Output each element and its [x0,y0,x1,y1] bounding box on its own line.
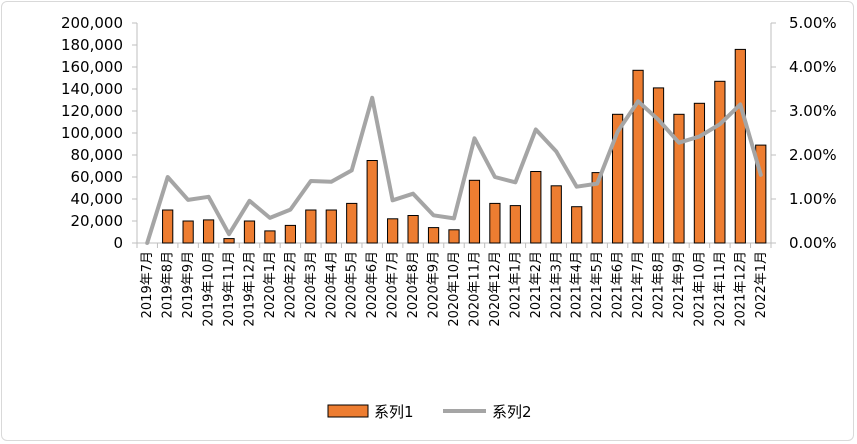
y-right-tick-label: 1.00% [789,190,837,208]
x-tick-label: 2021年5月 [590,251,605,318]
y-right-tick-label: 0.00% [789,234,837,252]
line-series2 [145,95,763,245]
bar-series1 [182,220,194,244]
x-tick-label: 2021年10月 [692,251,707,327]
legend-label-series1: 系列1 [374,403,414,421]
x-tick-label: 2022年1月 [754,251,769,318]
y-right-tick-label: 2.00% [789,146,837,164]
legend-swatch-series1 [327,404,369,418]
bar-series1 [223,238,235,244]
y-left-tick-label: 60,000 [71,168,124,186]
bar-series1 [652,87,665,244]
bar-series1 [448,229,460,244]
x-tick-label: 2020年6月 [365,251,380,318]
x-tick-label: 2020年10月 [447,251,462,327]
x-tick-label: 2021年8月 [652,251,667,318]
bar-series1 [366,160,378,244]
x-tick-label: 2021年11月 [713,251,728,327]
bar-series1 [632,69,644,244]
y-left-tick-label: 100,000 [61,124,123,142]
bar-series1 [509,205,521,244]
bar-series1 [243,220,256,244]
bar-series1 [571,206,583,244]
bar-series1 [550,185,562,244]
bar-series1 [755,144,767,244]
x-tick-label: 2020年4月 [324,251,339,318]
x-tick-label: 2020年8月 [406,251,421,318]
bar-series1 [305,209,317,244]
bar-series1 [325,209,337,244]
x-tick-label: 2021年9月 [672,251,687,318]
y-left-tick-label: 120,000 [61,102,123,120]
bar-series1 [673,113,685,244]
bar-series1 [693,102,706,244]
y-left-tick-label: 20,000 [71,212,124,230]
x-tick-label: 2021年7月 [631,251,646,318]
y-left-tick-label: 40,000 [71,190,124,208]
y-left-tick-label: 80,000 [71,146,124,164]
bar-series1 [427,227,440,244]
x-tick-label: 2020年1月 [263,251,278,318]
bar-series1 [468,179,481,244]
x-tick-label: 2021年1月 [508,251,523,318]
y-right-tick-label: 5.00% [789,14,837,32]
bar-series1 [407,215,419,244]
x-tick-label: 2020年3月 [304,251,319,318]
x-tick-label: 2020年11月 [467,251,482,327]
bar-series1 [612,113,624,244]
x-tick-label: 2021年4月 [570,251,585,318]
y-left-tick-label: 180,000 [61,36,123,54]
bar-series1 [714,80,726,244]
x-tick-label: 2019年10月 [202,251,217,327]
x-tick-label: 2019年9月 [181,251,196,318]
y-right-tick-label: 3.00% [789,102,837,120]
x-tick-label: 2020年12月 [488,251,503,327]
bar-series1 [162,209,174,244]
y-left-tick-label: 160,000 [61,58,123,76]
x-tick-label: 2019年7月 [140,251,155,318]
bar-series1 [387,218,399,244]
y-left-tick-label: 140,000 [61,80,123,98]
x-tick-label: 2020年7月 [386,251,401,318]
y-left-tick-label: 0 [113,234,123,252]
x-tick-label: 2021年2月 [529,251,544,318]
x-tick-label: 2020年2月 [283,251,298,318]
x-tick-label: 2020年9月 [427,251,442,318]
x-tick-label: 2021年6月 [611,251,626,318]
x-tick-label: 2019年8月 [161,251,176,318]
x-tick-label: 2019年12月 [242,251,257,327]
bar-series1 [264,230,276,244]
x-tick-label: 2019年11月 [222,251,237,327]
bar-series1 [734,48,746,244]
bar-series1 [489,202,501,244]
bar-series1 [202,219,215,244]
bar-series1 [346,202,358,244]
x-tick-label: 2021年3月 [549,251,564,318]
bar-series1 [284,224,297,244]
y-right-tick-label: 4.00% [789,58,837,76]
y-left-tick-label: 200,000 [61,14,123,32]
x-tick-label: 2021年12月 [733,251,748,327]
bar-series1 [530,171,542,244]
bar-series1 [591,172,603,244]
x-tick-label: 2020年5月 [345,251,360,318]
legend-label-series2: 系列2 [492,403,532,421]
